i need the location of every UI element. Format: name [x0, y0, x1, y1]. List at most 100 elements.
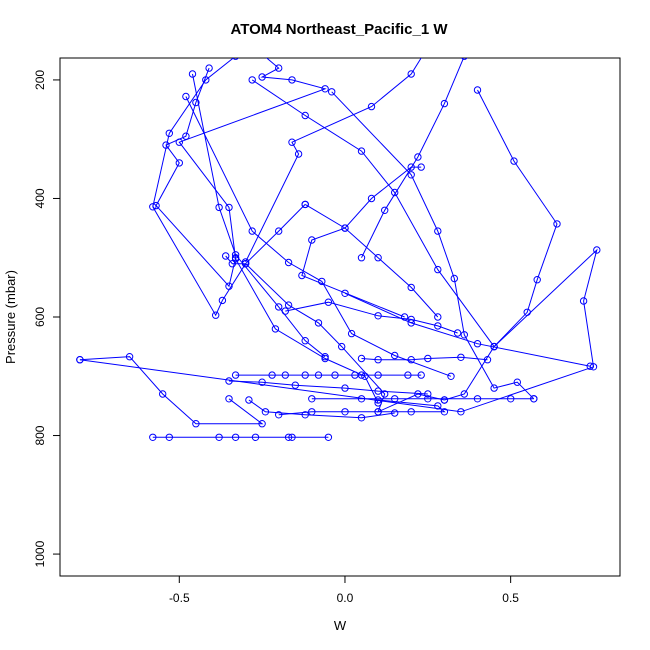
data-point — [165, 129, 174, 138]
series-line — [251, 79, 495, 347]
data-point — [417, 371, 425, 379]
data-point — [188, 70, 197, 78]
series-line — [301, 166, 422, 318]
series-4 — [328, 88, 538, 403]
data-point — [391, 395, 399, 403]
series-12 — [248, 76, 498, 351]
data-point — [424, 354, 432, 363]
series-1 — [357, 58, 468, 262]
data-point — [288, 76, 296, 84]
data-point — [215, 203, 223, 212]
data-point — [391, 409, 399, 417]
data-point — [424, 395, 432, 403]
data-point — [294, 150, 303, 158]
data-point — [212, 311, 220, 319]
data-point — [231, 371, 240, 379]
data-point — [301, 411, 309, 419]
data-point — [407, 283, 415, 292]
series-13 — [76, 353, 266, 428]
data-point — [192, 420, 200, 428]
series-17 — [275, 396, 449, 419]
data-point — [275, 64, 283, 72]
data-point — [284, 433, 293, 441]
data-point — [324, 298, 333, 306]
data-point — [414, 153, 422, 161]
series-14 — [76, 246, 601, 416]
data-point — [218, 296, 227, 305]
data-point — [374, 396, 382, 404]
y-axis: 200 400 600 800 1000 — [33, 70, 60, 567]
series-24 — [245, 396, 399, 422]
data-point — [341, 289, 349, 297]
series-line — [344, 292, 591, 367]
data-point — [381, 206, 389, 215]
data-point — [424, 390, 432, 398]
data-point — [318, 277, 326, 286]
data-point — [275, 227, 283, 235]
data-point — [175, 138, 184, 146]
data-point — [434, 402, 442, 410]
data-point — [298, 271, 306, 280]
data-point — [507, 395, 515, 403]
data-point — [434, 227, 442, 235]
data-point — [228, 260, 237, 268]
data-point — [232, 58, 239, 60]
data-point — [275, 411, 283, 419]
data-point — [440, 396, 449, 404]
data-point — [381, 390, 389, 398]
plot-frame — [59, 57, 621, 577]
data-point — [341, 384, 349, 392]
data-point — [225, 395, 233, 403]
data-point — [473, 340, 482, 348]
series-19 — [225, 377, 432, 398]
data-point — [225, 377, 233, 385]
data-point — [513, 378, 521, 386]
series-18 — [308, 395, 538, 403]
data-point — [149, 203, 157, 211]
series-line — [225, 255, 445, 413]
data-point — [490, 384, 498, 392]
data-point — [460, 331, 468, 339]
series-10 — [182, 92, 455, 380]
data-point — [258, 420, 266, 428]
data-point — [417, 163, 425, 171]
data-point — [457, 353, 465, 361]
series-line — [79, 248, 598, 413]
data-point — [553, 220, 561, 228]
y-tick-label: 400 — [33, 188, 47, 208]
series-layer — [76, 58, 601, 441]
data-point — [284, 301, 293, 309]
data-point — [407, 163, 415, 171]
data-point — [321, 85, 329, 93]
data-point — [314, 371, 323, 379]
data-point — [258, 378, 266, 386]
data-point — [341, 224, 349, 232]
data-point — [367, 102, 376, 111]
series-line — [192, 73, 326, 358]
series-line — [248, 399, 395, 419]
data-point — [291, 381, 299, 389]
x-tick-label: -0.5 — [169, 591, 190, 605]
data-point — [357, 147, 366, 155]
data-point — [125, 353, 134, 361]
data-point — [76, 356, 84, 364]
y-tick-label: 200 — [33, 70, 47, 90]
data-point — [241, 260, 250, 268]
series-line — [304, 203, 439, 318]
y-tick-label: 1000 — [33, 540, 47, 567]
data-point — [530, 395, 538, 403]
series-line — [178, 58, 379, 404]
data-point — [258, 73, 266, 81]
data-point — [347, 329, 356, 338]
data-point — [275, 303, 283, 311]
series-15 — [149, 433, 333, 441]
series-line — [245, 58, 422, 263]
data-point — [308, 236, 316, 244]
data-point — [182, 92, 190, 101]
x-tick-label: 0.0 — [337, 591, 354, 605]
data-point — [281, 307, 289, 315]
series-line — [228, 380, 428, 395]
data-point — [271, 325, 280, 333]
series-line — [79, 356, 264, 425]
data-point — [338, 342, 346, 351]
